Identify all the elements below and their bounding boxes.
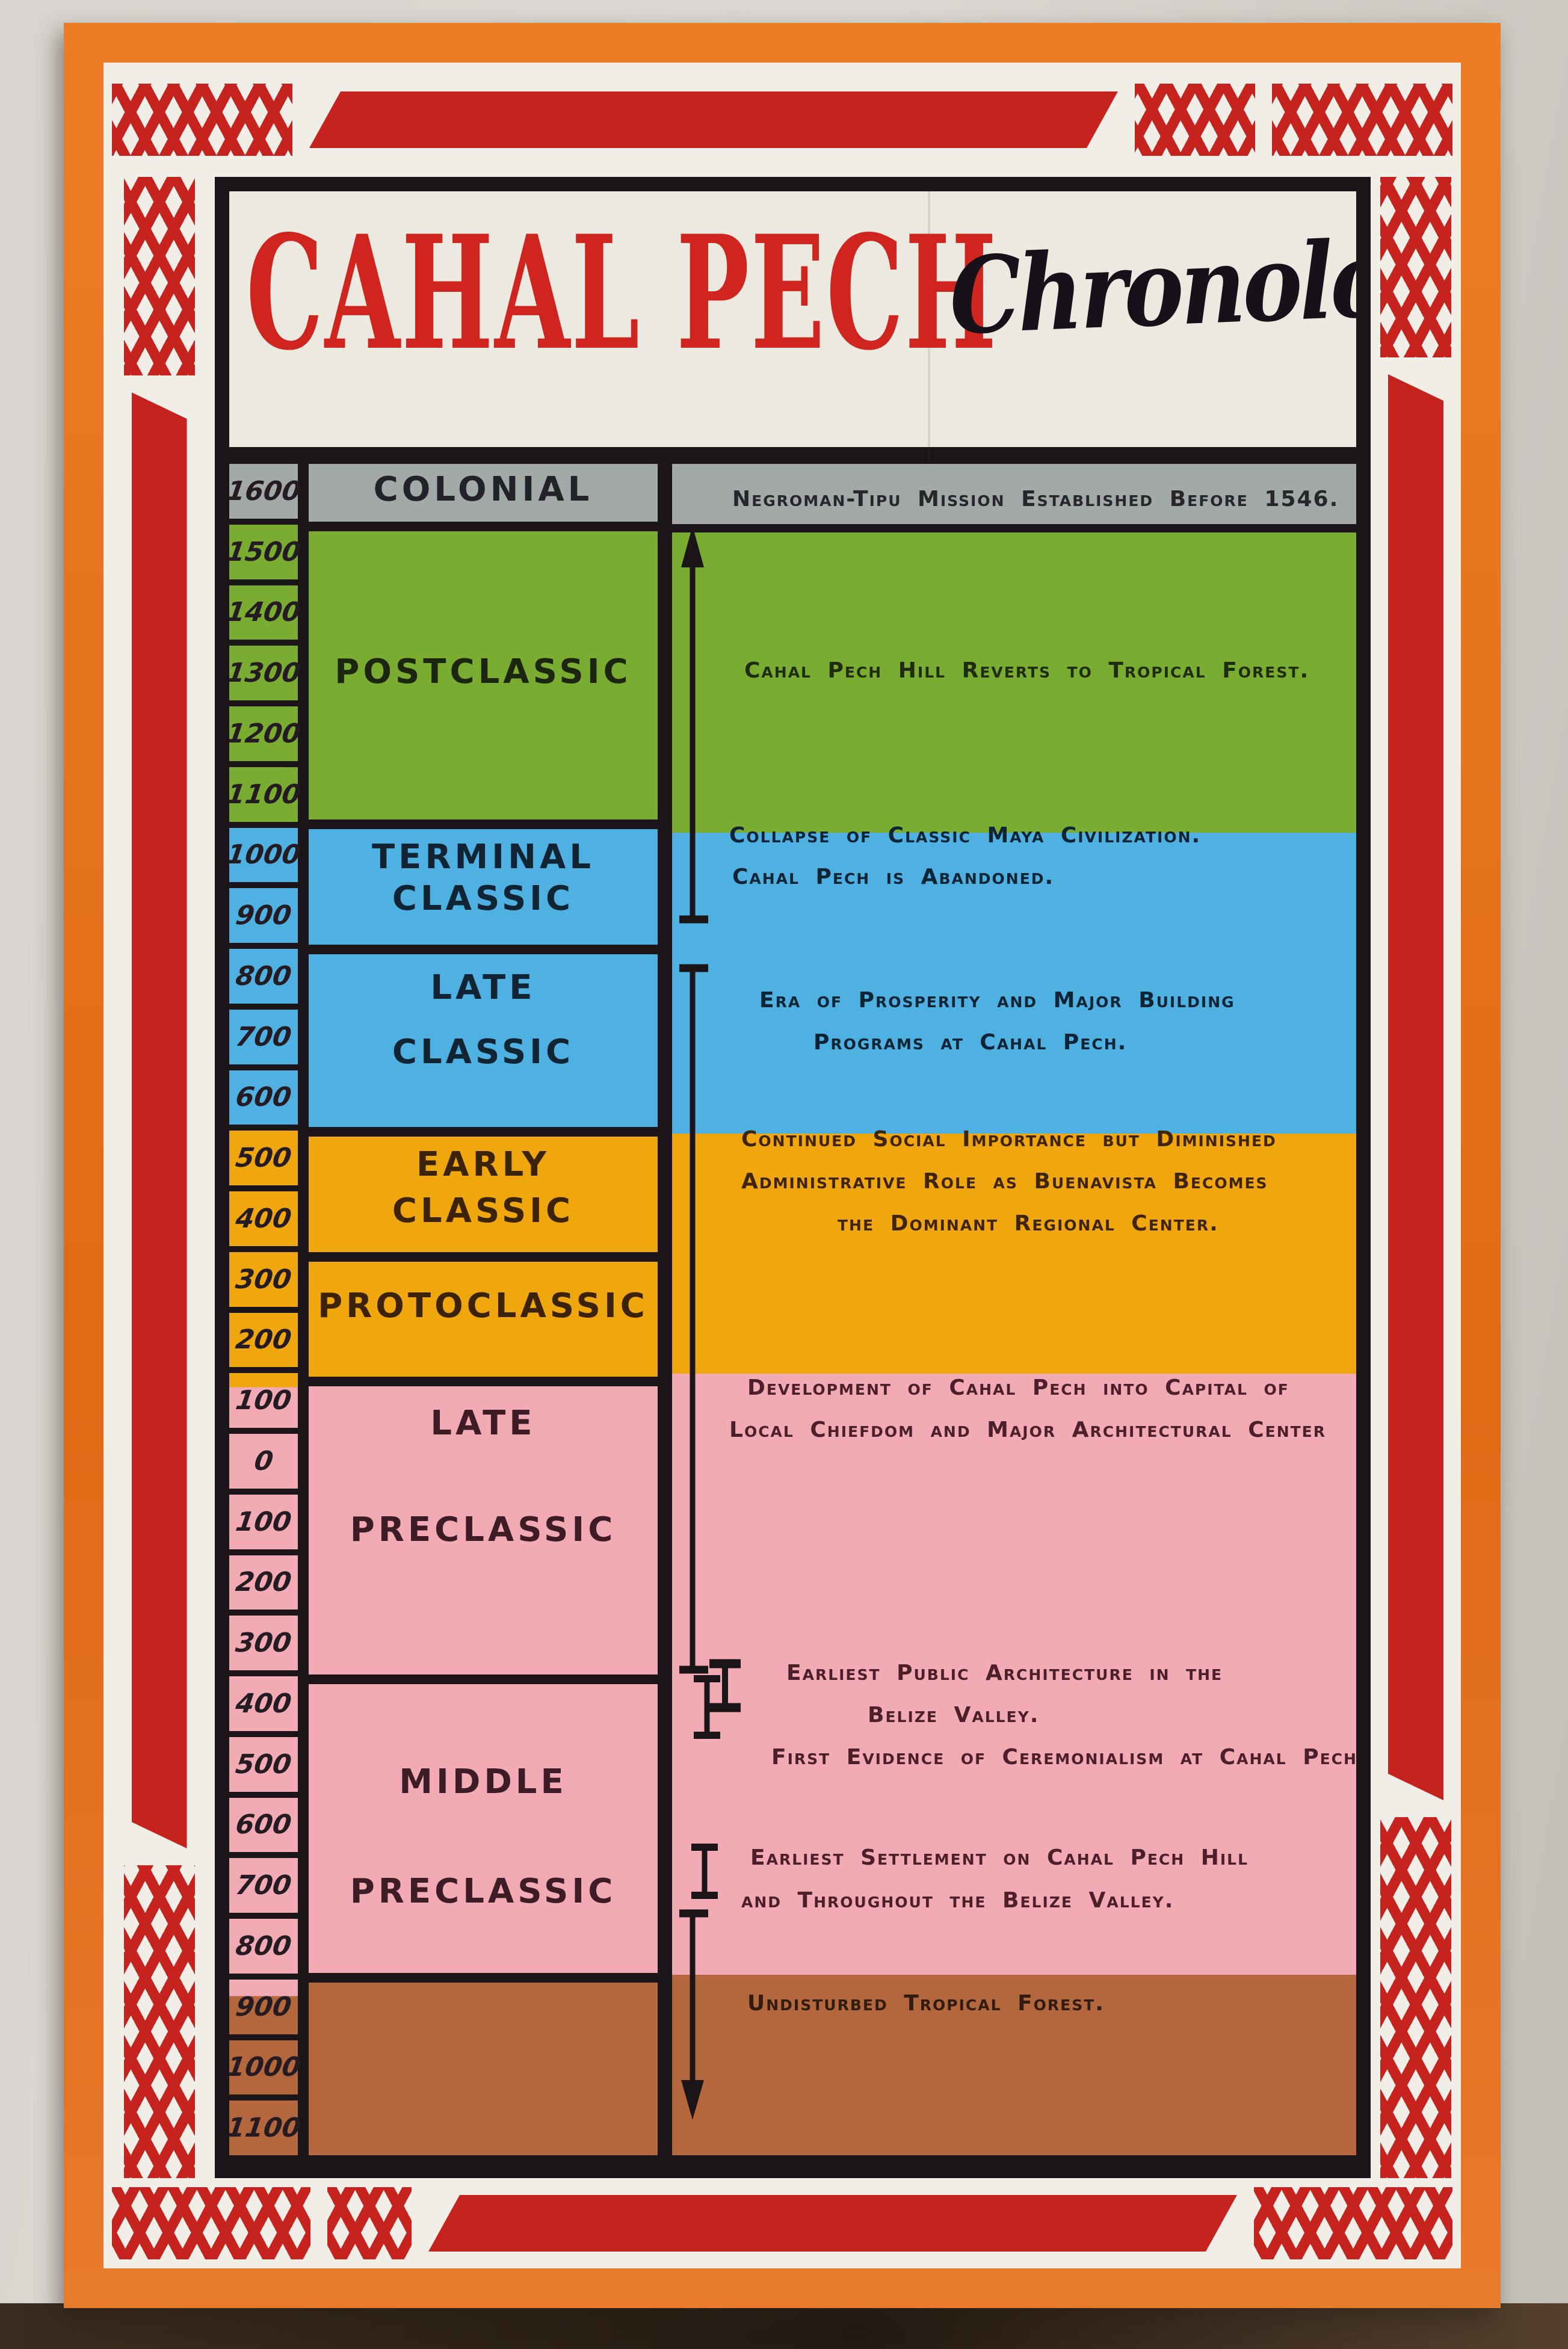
year-tick: 100: [229, 1494, 298, 1555]
year-tick: 500: [229, 1131, 298, 1191]
year-tick: 900: [229, 888, 298, 949]
stencil-red-band: [1388, 374, 1443, 1800]
band-postclassic-green: [672, 532, 1356, 833]
year-tick: 600: [229, 1797, 298, 1859]
year-tick: 1100: [229, 767, 303, 828]
event-line: Development of Cahal Pech into Capital o…: [747, 1375, 1289, 1400]
stencil-border-left: [103, 177, 215, 2178]
band-colonial-gray: [672, 464, 1356, 532]
year-tick: 800: [229, 1919, 298, 1980]
event-line: Cahal Pech is Abandoned.: [732, 865, 1055, 890]
site-title: CAHAL PECH: [246, 202, 998, 385]
event-line: Earliest Public Architecture in the: [786, 1660, 1223, 1685]
year-tick: 300: [229, 1252, 298, 1313]
sign-mat-border: CAHAL PECH Chronology 1600 1500 1400 130…: [103, 63, 1461, 2268]
event-line: Era of Prosperity and Major Building: [759, 988, 1235, 1013]
sign-board: CAHAL PECH Chronology 1600 1500 1400 130…: [215, 177, 1371, 2178]
band-earlyclassic-orange: [672, 1133, 1356, 1374]
stencil-braid-pattern: [1380, 1817, 1451, 2178]
year-tick: 500: [229, 1736, 298, 1798]
stencil-braid-pattern: [1380, 177, 1451, 357]
year-tick: 1200: [229, 706, 303, 767]
period-late-classic: LATE CLASSIC: [309, 954, 658, 1137]
event-line: and Throughout the Belize Valley.: [741, 1888, 1174, 1913]
year-tick: 1600: [229, 464, 303, 525]
event-line: Continued Social Importance but Diminish…: [741, 1126, 1277, 1152]
stencil-braid-pattern: [1272, 84, 1452, 156]
period-postclassic: POSTCLASSIC: [309, 531, 658, 829]
period-early-classic: EARLY CLASSIC: [309, 1137, 658, 1262]
stencil-braid-pattern: [112, 2187, 310, 2259]
year-tick: 600: [229, 1070, 298, 1131]
stencil-border-top: [103, 63, 1461, 177]
year-tick: 1100: [229, 2101, 303, 2155]
period-protoclassic: PROTOCLASSIC: [309, 1261, 658, 1387]
stencil-braid-pattern: [1135, 84, 1255, 156]
stencil-red-band: [309, 91, 1118, 148]
stencil-red-band: [132, 392, 187, 1848]
events-column: Negroman-Tipu Mission Established Before…: [672, 464, 1356, 2155]
stencil-braid-pattern: [1254, 2187, 1452, 2259]
stencil-border-bottom: [103, 2178, 1461, 2268]
event-line: Earliest Settlement on Cahal Pech Hill: [750, 1845, 1249, 1871]
event-line: Administrative Role as Buenavista Become…: [741, 1168, 1268, 1194]
year-tick: 200: [229, 1555, 298, 1616]
arrow-down: [679, 1909, 708, 2120]
timeline-arrow-overlay: [679, 526, 741, 2120]
year-tick: 400: [229, 1191, 298, 1252]
span-bracket-main: [679, 964, 708, 1674]
range-bracket-settlement: [691, 1844, 718, 1899]
year-tick: 100: [229, 1373, 298, 1434]
year-tick: 1000: [229, 827, 303, 889]
event-line: Negroman-Tipu Mission Established Before…: [732, 486, 1339, 511]
stencil-braid-pattern: [327, 2187, 412, 2259]
stencil-border-right: [1371, 177, 1461, 2178]
sign-frame: CAHAL PECH Chronology 1600 1500 1400 130…: [64, 23, 1501, 2308]
event-line: Programs at Cahal Pech.: [813, 1030, 1128, 1055]
year-tick: 1400: [229, 585, 303, 646]
year-tick: 1300: [229, 646, 303, 706]
band-preclassic-pink: [672, 1374, 1356, 1975]
title-bar: CAHAL PECH Chronology: [229, 191, 1356, 447]
event-line: Undisturbed Tropical Forest.: [747, 1991, 1105, 2016]
range-bracket-ceremonialism: [694, 1675, 720, 1739]
period-unlabeled-forest: [309, 1982, 658, 2155]
arrow-up: [679, 526, 708, 924]
event-line: Cahal Pech Hill Reverts to Tropical Fore…: [744, 658, 1310, 684]
year-scale-column: 1600 1500 1400 1300 1200 1100 1000 900 8…: [229, 464, 309, 2155]
period-column: COLONIAL POSTCLASSIC TERMINAL CLASSIC LA…: [309, 464, 672, 2155]
stencil-braid-pattern: [123, 177, 195, 375]
event-line: Collapse of Classic Maya Civilization.: [729, 823, 1202, 848]
chronology-table: 1600 1500 1400 1300 1200 1100 1000 900 8…: [229, 447, 1356, 2155]
year-tick: 1500: [229, 524, 303, 585]
period-terminal-classic: TERMINAL CLASSIC: [309, 829, 658, 954]
floor-shadow: [0, 2303, 1568, 2349]
period-middle-preclassic: MIDDLE PRECLASSIC: [309, 1684, 658, 1983]
year-tick: 700: [229, 1858, 298, 1919]
event-line: First Evidence of Ceremonialism at Cahal…: [771, 1745, 1367, 1770]
year-tick: 900: [229, 1979, 298, 2040]
year-tick: 800: [229, 949, 298, 1010]
year-tick: 300: [229, 1616, 298, 1676]
year-tick: 1000: [229, 2040, 303, 2101]
chronology-script-title: Chronology: [948, 212, 1356, 359]
event-line: Belize Valley.: [868, 1702, 1040, 1727]
year-tick: 400: [229, 1676, 298, 1737]
year-tick: 0: [229, 1434, 298, 1495]
stencil-braid-pattern: [112, 84, 292, 156]
range-bracket-architecture: [709, 1659, 741, 1712]
year-tick: 700: [229, 1009, 298, 1070]
stencil-red-band: [428, 2195, 1237, 2252]
period-late-preclassic: LATE PRECLASSIC: [309, 1386, 658, 1685]
event-line: the Dominant Regional Center.: [838, 1211, 1219, 1236]
period-colonial: COLONIAL: [309, 464, 658, 531]
stencil-braid-pattern: [123, 1865, 195, 2178]
event-line: Local Chiefdom and Major Architectural C…: [729, 1418, 1327, 1443]
band-classic-blue: [672, 833, 1356, 1134]
band-forest-brown: [672, 1975, 1356, 2155]
year-tick: 200: [229, 1312, 298, 1374]
